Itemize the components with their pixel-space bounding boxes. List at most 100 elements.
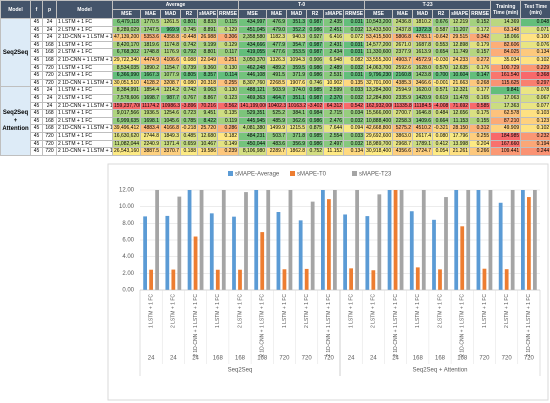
legend-label: sMAPE-Average	[235, 172, 280, 178]
metric-header: RRMSE	[469, 9, 492, 19]
x-group-label: 168	[435, 356, 446, 362]
table-cell: 11.152	[323, 147, 345, 156]
table-cell: 1154.7	[160, 63, 181, 73]
table-cell: 0.080	[432, 131, 451, 141]
x-tick-label: 1 LSTM + 1 FC	[282, 294, 288, 328]
table-cell: 0.244	[520, 147, 550, 156]
legend-label: sMAPE-T23	[359, 172, 392, 178]
bar	[355, 190, 359, 290]
x-group-label: 720	[302, 356, 313, 362]
table-cell: 2.370	[323, 93, 345, 103]
bar	[260, 232, 265, 290]
table-cell: 1770.5	[140, 18, 161, 27]
table-row: 45 720 2 LSTM + 1 FC 11,082,044 2240.9 1371.4…	[1, 139, 550, 149]
table-cell: 21.261	[449, 147, 471, 156]
table-cell: 17.796	[449, 131, 471, 141]
table-cell: 32,701,000	[364, 78, 394, 88]
table-cell: 1326.3	[266, 55, 288, 65]
table-cell: 82.606	[490, 40, 522, 50]
metric-header: RRMSE	[216, 9, 240, 19]
table-cell: 12,284,800	[364, 93, 394, 103]
bar	[415, 267, 420, 290]
bar	[221, 190, 226, 290]
table-cell: 12.656	[449, 109, 471, 118]
table-cell: 159,237,700	[112, 101, 141, 111]
table-cell: 167.660	[490, 139, 522, 149]
table-cell: 4572.9	[412, 55, 434, 65]
table-cell: 24.233	[449, 55, 471, 65]
table-cell: 0.745	[180, 25, 198, 35]
table-cell: 100.729	[490, 63, 522, 73]
table-cell: 1254.6	[160, 109, 181, 118]
table-cell: 0.229	[520, 63, 550, 73]
table-cell: 0.172	[469, 25, 492, 35]
bar	[232, 216, 236, 290]
metric-header: MSE	[112, 9, 141, 19]
bar	[199, 190, 204, 290]
table-cell: 8.357	[197, 71, 218, 80]
table-cell: 0.676	[432, 18, 451, 27]
table-cell: 11.749	[449, 48, 471, 57]
table-cell: 11.478	[449, 93, 471, 103]
table-cell: 0.032	[343, 116, 366, 126]
table-cell: 0.134	[520, 48, 550, 57]
table-cell: 2617.4	[412, 131, 434, 141]
table-cell: 2700.7	[392, 109, 414, 118]
table-cell: 162,932,000	[364, 101, 394, 111]
table-cell: 0.906	[306, 55, 325, 65]
table-cell: 6,366,990	[112, 71, 141, 80]
table-cell: 434,666	[238, 40, 268, 50]
metric-header: MAE	[266, 9, 288, 19]
table-cell: 0.088	[180, 55, 198, 65]
bar	[533, 190, 537, 290]
bar	[399, 190, 404, 290]
bar	[432, 219, 436, 290]
table-cell: 2 1D-CNN + 1 LSTM + 1 FC	[56, 147, 113, 156]
bar	[476, 190, 481, 290]
x-group-label: 720	[502, 356, 513, 362]
x-group-label: 24	[348, 356, 355, 362]
table-cell: 10,543,200	[364, 18, 394, 27]
column-header: p	[42, 0, 57, 19]
table-cell: 419,055	[238, 48, 268, 57]
table-cell: 7,578,606	[112, 93, 141, 103]
metric-header: MAD	[286, 9, 308, 19]
table-cell: 0.664	[432, 116, 451, 126]
table-cell: 1849.3	[160, 131, 181, 141]
bar	[282, 269, 287, 290]
table-cell: 3863.0	[392, 131, 414, 141]
table-cell: 0.987	[306, 48, 325, 57]
bar	[365, 216, 370, 290]
table-cell: 18.066	[490, 33, 522, 42]
table-cell: 0.114	[216, 71, 240, 80]
table-cell: 63.148	[490, 25, 522, 35]
table-cell: 0.654	[432, 48, 451, 57]
table-cell: 0.147	[469, 71, 492, 80]
table-cell: 0.484	[432, 109, 451, 118]
x-group-label: 168	[235, 356, 246, 362]
table-cell: 1687.8	[412, 40, 434, 50]
table-cell: 53,415,500	[364, 33, 394, 42]
table-cell: 10163.2	[286, 101, 308, 111]
metric-header: sMAPE	[323, 9, 345, 19]
table-cell: 451,045	[238, 25, 268, 35]
metric-header: R2	[306, 9, 325, 19]
bar	[409, 211, 414, 290]
table-cell: 25.720	[197, 124, 218, 133]
table-cell: 45	[30, 124, 43, 133]
table-cell: 0.986	[306, 63, 325, 73]
bar	[143, 216, 147, 290]
table-cell: 0.129	[216, 25, 240, 35]
table-cell: 2436.8	[392, 18, 414, 27]
table-cell: 0.987	[306, 40, 325, 50]
x-tick-label: 2 LSTM + 1 FC	[171, 294, 177, 328]
x-tick-label: 2 1D-CNN + 1 LSTM + 1 FC	[193, 294, 199, 357]
table-cell: 1215.5	[286, 124, 308, 133]
table-cell: 45	[30, 33, 43, 42]
table-cell: 10986.3	[160, 101, 181, 111]
table-cell: 0.767	[180, 93, 198, 103]
table-cell: 12.321	[449, 86, 471, 95]
table-cell: 0.102	[520, 55, 550, 65]
